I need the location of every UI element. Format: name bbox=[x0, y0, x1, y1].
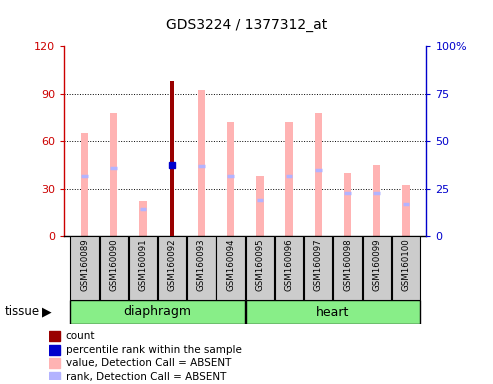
Text: GSM160097: GSM160097 bbox=[314, 238, 323, 291]
Text: value, Detection Call = ABSENT: value, Detection Call = ABSENT bbox=[66, 358, 231, 368]
Text: GSM160089: GSM160089 bbox=[80, 238, 89, 291]
Text: GSM160090: GSM160090 bbox=[109, 238, 118, 291]
Text: diaphragm: diaphragm bbox=[124, 306, 192, 318]
Bar bbox=[373, 165, 381, 236]
Text: GSM160099: GSM160099 bbox=[372, 238, 381, 291]
Bar bbox=[110, 113, 117, 236]
FancyBboxPatch shape bbox=[392, 236, 420, 300]
Text: count: count bbox=[66, 331, 95, 341]
Text: GSM160094: GSM160094 bbox=[226, 238, 235, 291]
FancyBboxPatch shape bbox=[70, 300, 245, 324]
Text: GDS3224 / 1377312_at: GDS3224 / 1377312_at bbox=[166, 18, 327, 32]
Bar bbox=[170, 81, 174, 236]
FancyBboxPatch shape bbox=[158, 236, 186, 300]
Bar bbox=[315, 113, 322, 236]
Text: ▶: ▶ bbox=[42, 305, 52, 318]
FancyBboxPatch shape bbox=[246, 300, 420, 324]
FancyBboxPatch shape bbox=[70, 236, 99, 300]
Bar bbox=[285, 122, 293, 236]
Bar bbox=[256, 176, 264, 236]
Bar bbox=[49, 345, 60, 355]
Text: tissue: tissue bbox=[5, 305, 40, 318]
Bar bbox=[49, 372, 60, 382]
Text: heart: heart bbox=[316, 306, 350, 318]
Bar bbox=[344, 173, 351, 236]
Text: GSM160096: GSM160096 bbox=[284, 238, 294, 291]
Text: GSM160092: GSM160092 bbox=[168, 238, 176, 291]
Bar bbox=[49, 358, 60, 368]
Bar bbox=[402, 185, 410, 236]
Text: GSM160091: GSM160091 bbox=[139, 238, 147, 291]
FancyBboxPatch shape bbox=[304, 236, 332, 300]
Text: GSM160098: GSM160098 bbox=[343, 238, 352, 291]
FancyBboxPatch shape bbox=[246, 236, 274, 300]
FancyBboxPatch shape bbox=[216, 236, 245, 300]
FancyBboxPatch shape bbox=[333, 236, 362, 300]
Bar bbox=[227, 122, 234, 236]
Text: GSM160100: GSM160100 bbox=[401, 238, 411, 291]
Text: GSM160095: GSM160095 bbox=[255, 238, 264, 291]
Bar bbox=[198, 91, 205, 236]
Bar bbox=[81, 133, 88, 236]
Bar bbox=[140, 201, 146, 236]
Bar bbox=[49, 331, 60, 341]
FancyBboxPatch shape bbox=[275, 236, 303, 300]
Text: percentile rank within the sample: percentile rank within the sample bbox=[66, 345, 242, 355]
FancyBboxPatch shape bbox=[100, 236, 128, 300]
FancyBboxPatch shape bbox=[362, 236, 391, 300]
Text: rank, Detection Call = ABSENT: rank, Detection Call = ABSENT bbox=[66, 372, 226, 382]
FancyBboxPatch shape bbox=[129, 236, 157, 300]
Text: GSM160093: GSM160093 bbox=[197, 238, 206, 291]
FancyBboxPatch shape bbox=[187, 236, 215, 300]
